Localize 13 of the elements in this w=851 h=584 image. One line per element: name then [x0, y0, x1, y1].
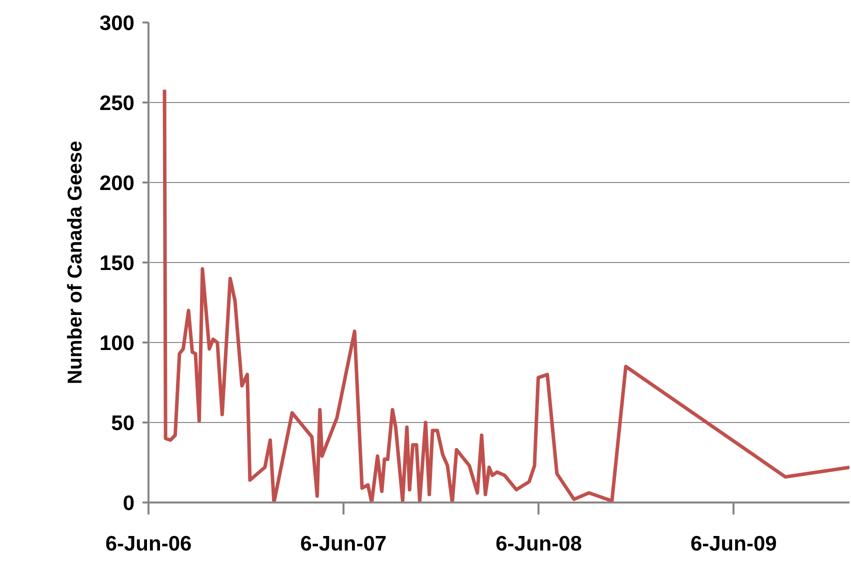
x-tick-label: 6-Jun-07	[300, 532, 387, 556]
line-series	[162, 88, 850, 502]
x-tick-label: 6-Jun-08	[496, 532, 582, 556]
y-tick-label: 100	[99, 332, 135, 355]
y-tick-label: 300	[99, 12, 135, 35]
y-tick-label: 50	[111, 412, 134, 435]
y-axis-title: Number of Canada Geese	[64, 140, 86, 384]
x-tick-label: 6-Jun-06	[105, 532, 192, 556]
y-tick-label: 200	[99, 172, 135, 195]
y-tick-label: 250	[99, 92, 135, 115]
x-tick-label: 6-Jun-09	[690, 532, 777, 556]
y-tick-label: 150	[99, 252, 135, 275]
y-tick-label: 0	[122, 492, 135, 515]
